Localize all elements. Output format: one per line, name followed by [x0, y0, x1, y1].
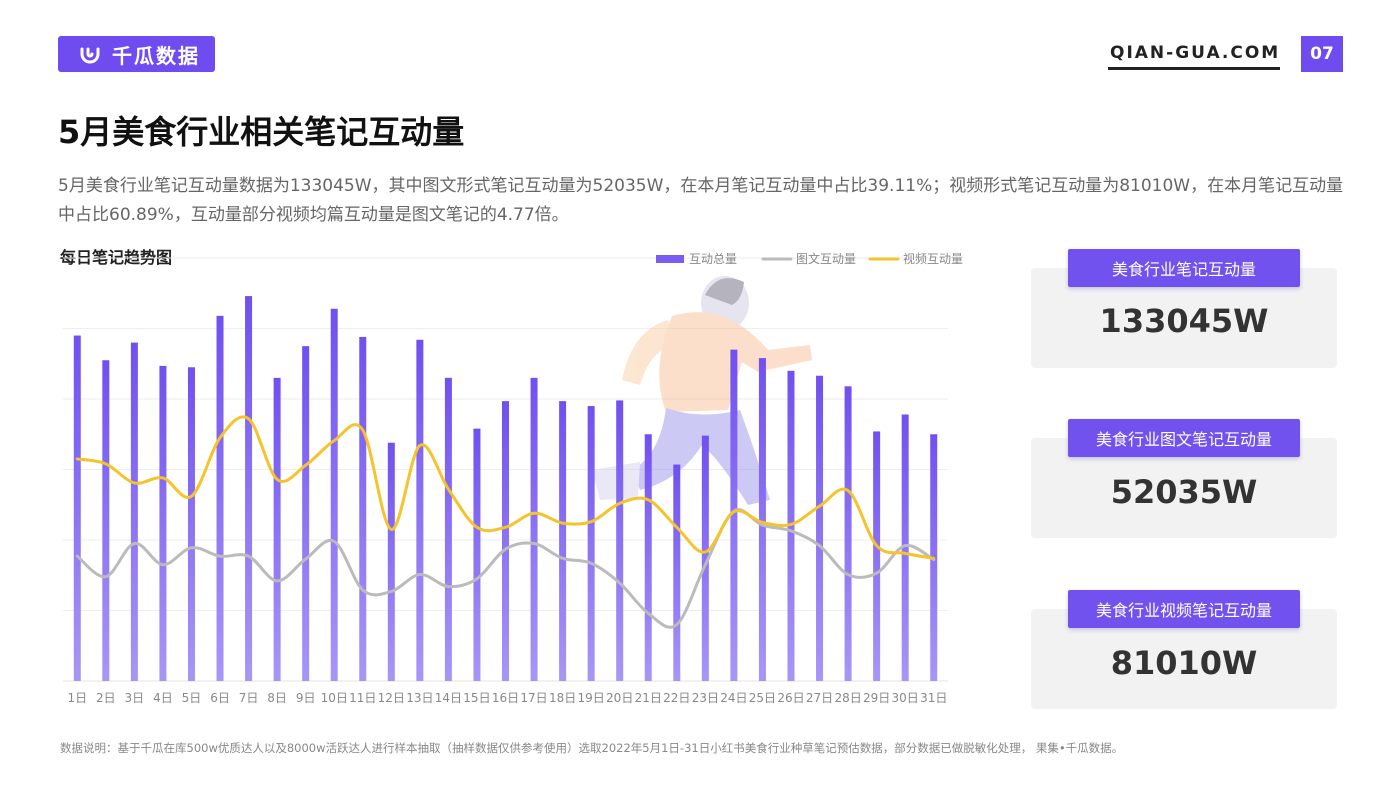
bar-total-1日 — [73, 335, 81, 681]
chart-legend: 互动总量 图文互动量 视频互动量 — [656, 251, 963, 266]
x-tick-label: 5日 — [182, 691, 202, 705]
x-tick-label: 31日 — [920, 691, 947, 705]
x-tick-label: 21日 — [635, 691, 662, 705]
x-tick-label: 12日 — [378, 691, 405, 705]
x-tick-label: 29日 — [863, 691, 890, 705]
bar-total-19日 — [587, 406, 595, 681]
bar-total-17日 — [530, 377, 538, 681]
bar-total-9日 — [302, 346, 310, 681]
legend-label-1[interactable]: 互动总量 — [689, 252, 737, 266]
x-tick-label: 28日 — [834, 691, 861, 705]
x-tick-label: 18日 — [549, 691, 576, 705]
x-tick-label: 23日 — [692, 691, 719, 705]
bar-total-6日 — [216, 315, 224, 681]
lines-layer — [75, 415, 936, 629]
bar-total-5日 — [187, 367, 195, 681]
site-underline — [1108, 67, 1280, 70]
x-tick-label: 8日 — [267, 691, 287, 705]
x-tick-label: 17日 — [520, 691, 547, 705]
bar-total-29日 — [873, 431, 881, 681]
bar-total-22日 — [673, 464, 681, 681]
image-text-interaction-value: 52035W — [1110, 473, 1258, 511]
brand-logo[interactable]: 千瓜数据 — [58, 36, 215, 72]
bar-total-24日 — [730, 349, 738, 681]
bar-total-2日 — [102, 360, 110, 681]
bar-total-14日 — [444, 377, 452, 681]
total-interaction-label: 美食行业笔记互动量 — [1068, 249, 1300, 287]
daily-trend-chart: 1日 2日 3日 4日 5日 6日 7日 8日 9日 10日 11日 12日 13日 14日 15日 16日 1… — [63, 251, 963, 705]
bar-total-21日 — [644, 434, 652, 681]
x-tick-label: 2日 — [96, 691, 116, 705]
bar-total-12日 — [387, 442, 395, 681]
x-tick-label: 13日 — [406, 691, 433, 705]
video-interaction-label: 美食行业视频笔记互动量 — [1068, 590, 1300, 628]
x-tick-label: 27日 — [806, 691, 833, 705]
total-interaction-value: 133045W — [1099, 302, 1269, 340]
x-tick-label: 24日 — [720, 691, 747, 705]
legend-symbol-1[interactable] — [656, 255, 684, 263]
bar-total-11日 — [359, 336, 367, 681]
bar-total-8日 — [273, 377, 281, 681]
bar-total-7日 — [245, 296, 253, 681]
x-tick-label: 19日 — [578, 691, 605, 705]
x-axis-ticks: 1日 2日 3日 4日 5日 6日 7日 8日 9日 10日 11日 12日 13日 14日 15日 16日 1… — [67, 691, 947, 705]
logo-icon — [80, 47, 100, 64]
line-series-1 — [75, 508, 936, 629]
bar-total-4日 — [159, 365, 167, 681]
legend-label-3[interactable]: 视频互动量 — [903, 251, 963, 266]
bar-total-15日 — [473, 428, 481, 681]
x-tick-label: 14日 — [435, 691, 462, 705]
page-title: 5月美食行业相关笔记互动量 — [58, 113, 465, 151]
x-tick-label: 10日 — [321, 691, 348, 705]
data-footnote: 数据说明：基于千瓜在库500w优质达人以及8000w活跃达人进行样本抽取（抽样数… — [60, 741, 1124, 755]
x-tick-label: 22日 — [663, 691, 690, 705]
page-description: 5月美食行业笔记互动量数据为133045W，其中图文形式笔记互动量为52035W… — [58, 176, 1344, 225]
bar-total-16日 — [502, 401, 509, 681]
x-tick-label: 25日 — [749, 691, 776, 705]
site-url[interactable]: QIAN-GUA.COM — [1110, 43, 1281, 63]
x-tick-label: 15日 — [463, 691, 490, 705]
bar-total-27日 — [816, 375, 824, 681]
page-number: 07 — [1301, 36, 1343, 72]
bar-total-10日 — [330, 308, 338, 681]
bar-total-13日 — [416, 339, 424, 681]
x-tick-label: 1日 — [67, 691, 87, 705]
legend-label-2[interactable]: 图文互动量 — [796, 251, 856, 266]
video-interaction-value: 81010W — [1110, 644, 1258, 682]
bar-total-3日 — [130, 342, 138, 681]
line-series-2 — [75, 415, 936, 560]
bar-total-20日 — [616, 400, 624, 681]
bar-total-23日 — [701, 435, 709, 681]
x-tick-label: 7日 — [239, 691, 259, 705]
x-tick-label: 16日 — [492, 691, 519, 705]
logo-text: 千瓜数据 — [112, 43, 200, 68]
x-tick-label: 20日 — [606, 691, 633, 705]
image-text-interaction-label: 美食行业图文笔记互动量 — [1068, 419, 1300, 457]
x-tick-label: 11日 — [349, 691, 376, 705]
x-tick-label: 3日 — [125, 691, 145, 705]
x-tick-label: 30日 — [892, 691, 919, 705]
bar-total-28日 — [844, 386, 852, 681]
bar-total-18日 — [559, 401, 567, 681]
x-tick-label: 6日 — [210, 691, 230, 705]
bar-total-30日 — [901, 414, 909, 681]
bar-total-25日 — [758, 358, 766, 681]
x-tick-label: 9日 — [296, 691, 316, 705]
x-tick-label: 26日 — [777, 691, 804, 705]
x-tick-label: 4日 — [153, 691, 173, 705]
